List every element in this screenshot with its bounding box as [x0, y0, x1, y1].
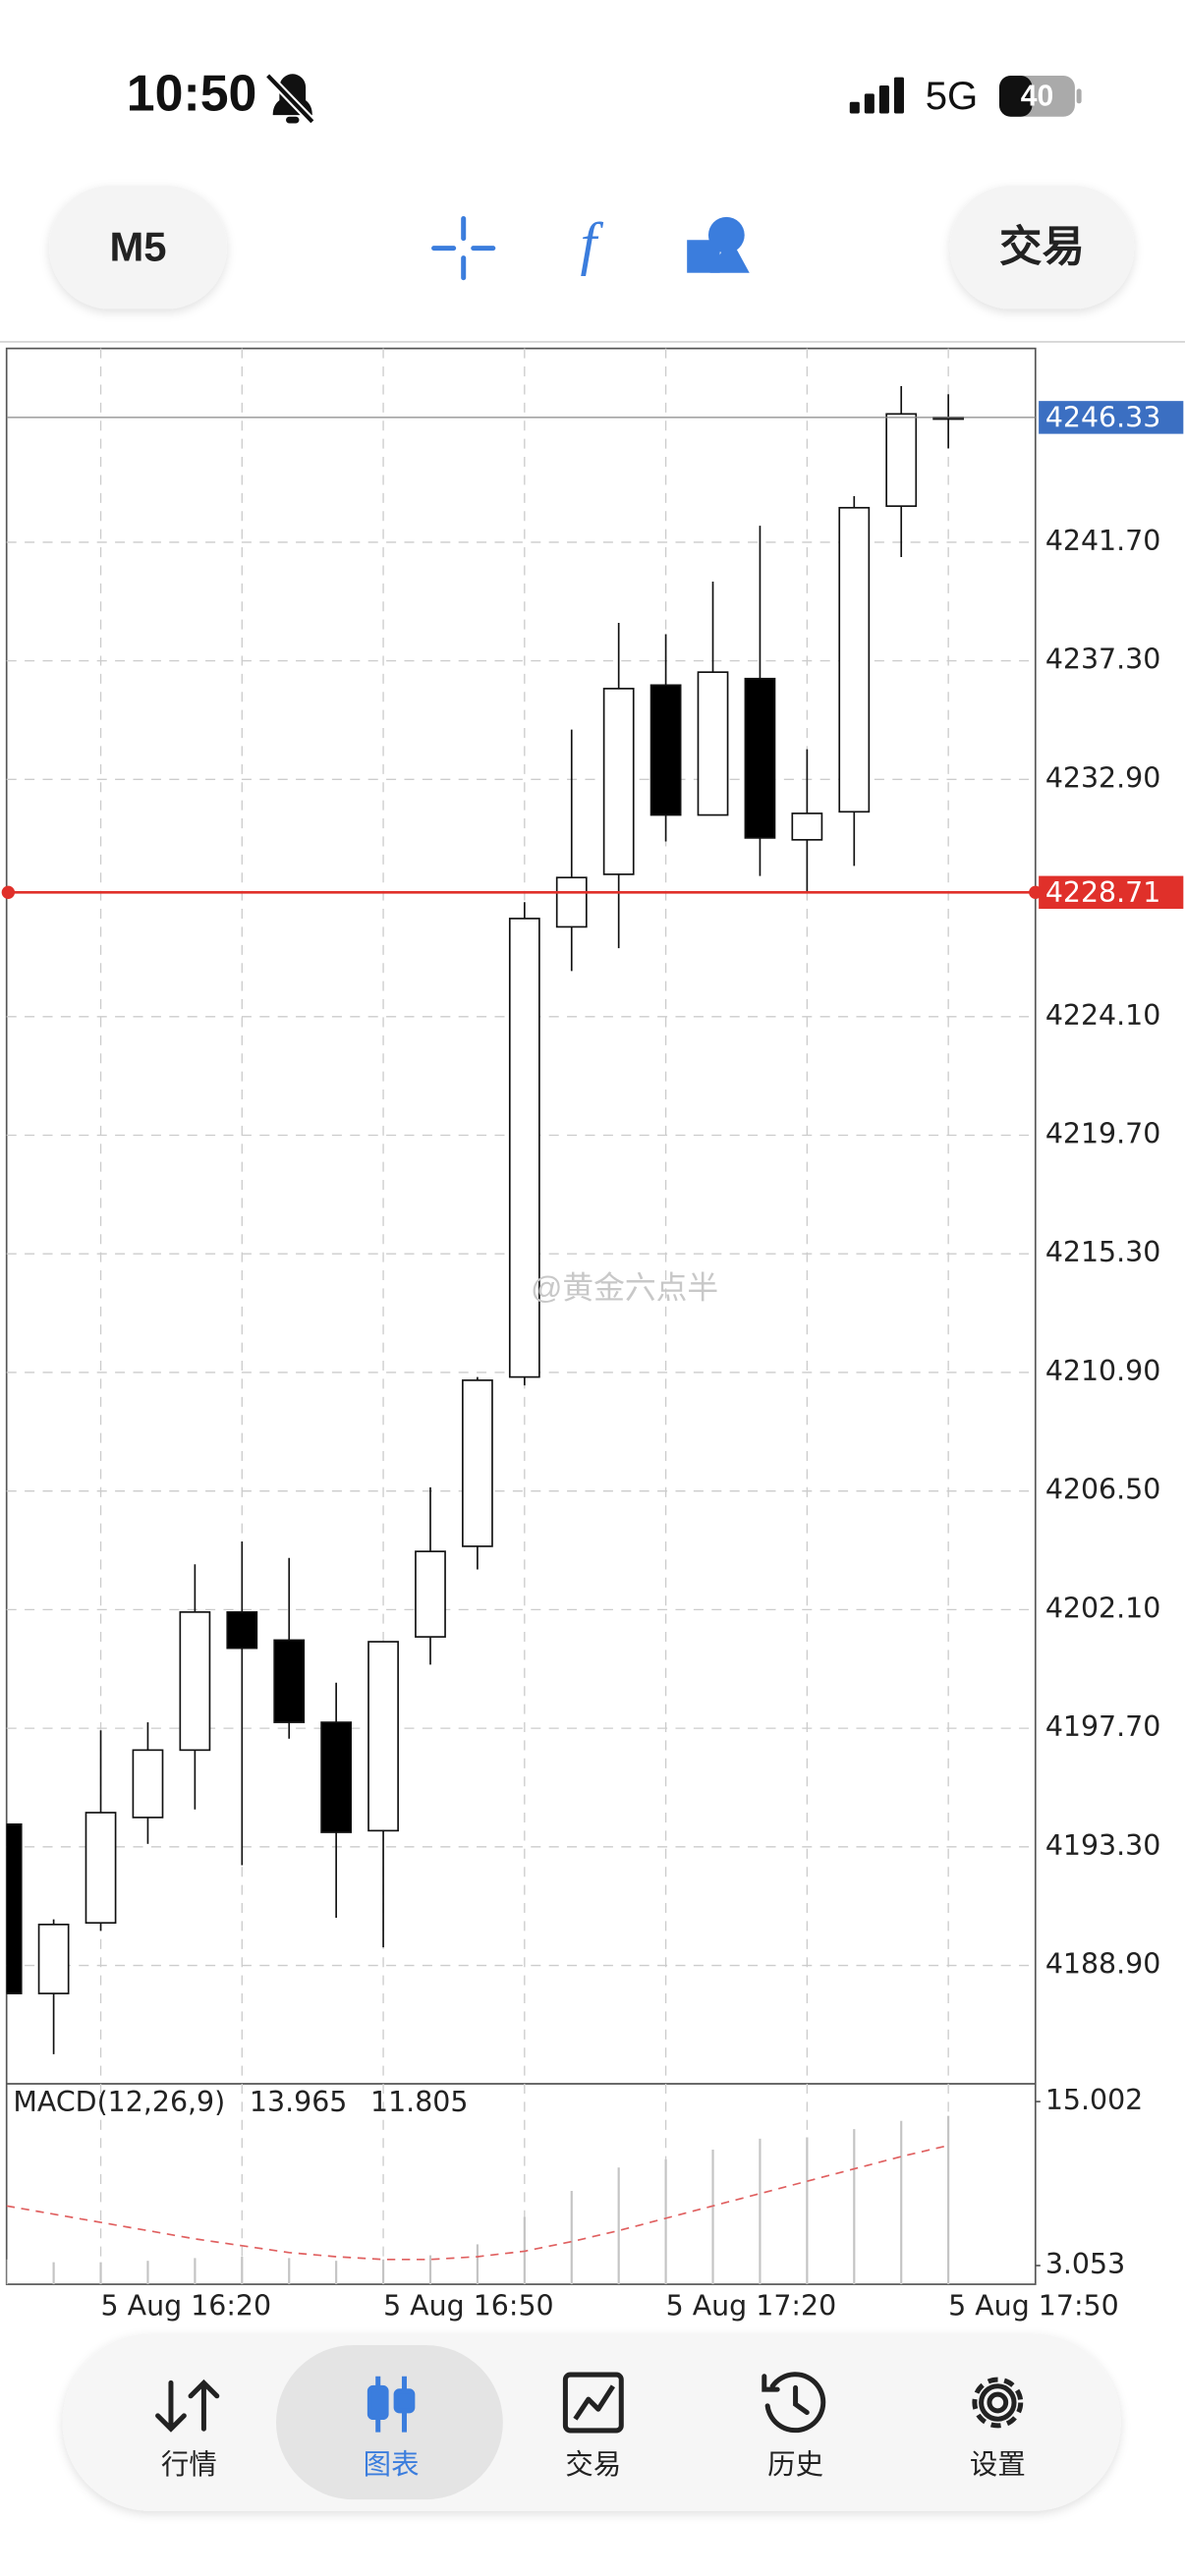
nav-active-pill: [276, 2344, 503, 2500]
y-tick-label: 4202.10: [1045, 1592, 1161, 1624]
candle-body: [885, 413, 918, 507]
crosshair-button[interactable]: [431, 215, 496, 281]
chart-icon[interactable]: [367, 2376, 416, 2433]
quotes-icon[interactable]: [155, 2379, 220, 2433]
candle-body: [462, 1379, 493, 1547]
macd-signal-line: [6, 2144, 949, 2261]
candle-body: [744, 677, 776, 839]
y-tick-label: 4210.90: [1045, 1355, 1161, 1387]
candle-body: [508, 918, 540, 1378]
price-tag-label: 4228.71: [1045, 876, 1161, 909]
candle-body: [320, 1721, 353, 1833]
candle-body: [697, 671, 729, 816]
objects-button[interactable]: [687, 216, 750, 273]
y-tick-label: 4197.70: [1045, 1710, 1161, 1743]
clock: 10:50: [127, 64, 257, 121]
y-tick-label: 4188.90: [1045, 1948, 1161, 1981]
mute-icon: [264, 73, 315, 125]
price-tag: [1039, 875, 1184, 910]
nav-label[interactable]: 图表: [364, 2449, 420, 2481]
y-tick-label: 4237.30: [1045, 644, 1161, 676]
axes: 4188.90 4193.30 4197.70 4202.10 4206.50 4210.…: [1, 401, 1184, 2322]
y-tick-label: 4206.50: [1045, 1474, 1161, 1506]
candle-body: [6, 1822, 23, 1994]
nav-label[interactable]: 交易: [565, 2449, 621, 2481]
candle-body: [415, 1550, 446, 1638]
candle-body: [132, 1749, 164, 1819]
price-tag-label: 4246.33: [1045, 402, 1161, 434]
y-tick-label: 4193.30: [1045, 1829, 1161, 1862]
network: 5G: [926, 74, 979, 118]
timeframe-button[interactable]: M5: [49, 186, 227, 309]
battery-level: 40: [1021, 81, 1053, 113]
y-tick-label: 4219.70: [1045, 1118, 1161, 1150]
x-tick-label: 5 Aug 17:50: [948, 2289, 1119, 2322]
candle-body: [179, 1611, 211, 1752]
macd-plot: [6, 2115, 950, 2285]
candle-body: [85, 1812, 117, 1925]
indicator-button[interactable]: f: [580, 211, 603, 277]
macd-value: 13.965: [250, 2086, 347, 2118]
trade-label: 交易: [999, 224, 1085, 271]
y-tick-label: 4224.10: [1045, 999, 1161, 1032]
price-tag: [1039, 401, 1184, 434]
plot: [6, 386, 1036, 2054]
nav-bar: [62, 2333, 1121, 2511]
signal-icon: [849, 77, 904, 114]
candle-body: [273, 1639, 306, 1723]
x-tick-label: 5 Aug 16:20: [101, 2289, 272, 2322]
macd-title: MACD(12,26,9): [13, 2086, 225, 2118]
settings-icon[interactable]: [972, 2377, 1024, 2429]
candle-body: [838, 506, 871, 813]
trade-button[interactable]: 交易: [949, 186, 1135, 309]
watermark: @黄金六点半: [531, 1269, 718, 1305]
nav-label[interactable]: 行情: [161, 2449, 217, 2481]
battery-icon: 40: [998, 75, 1082, 117]
nav-label[interactable]: 设置: [970, 2449, 1026, 2481]
x-tick-label: 5 Aug 16:50: [383, 2289, 554, 2322]
price-line-dot: [1, 885, 16, 900]
y-tick-label: 15.002: [1045, 2084, 1143, 2116]
timeframe-label: M5: [109, 223, 166, 269]
chart-frame: [5, 347, 1037, 2285]
x-tick-label: 5 Aug 17:20: [666, 2289, 837, 2322]
candle-body: [791, 812, 823, 841]
candle-body: [226, 1611, 258, 1650]
candle-body: [37, 1924, 70, 1994]
candle-body: [649, 684, 682, 816]
y-tick-label: 4241.70: [1045, 525, 1161, 557]
history-icon[interactable]: [762, 2372, 826, 2434]
candle-body: [555, 876, 588, 928]
y-tick-label: 4215.30: [1045, 1236, 1161, 1268]
candle-body: [602, 688, 635, 875]
y-tick-label: 4232.90: [1045, 761, 1161, 794]
y-tick-label: 3.053: [1045, 2248, 1125, 2280]
nav-label[interactable]: 历史: [767, 2449, 823, 2481]
macd-value: 11.805: [370, 2086, 468, 2118]
candle-body: [367, 1641, 399, 1832]
trade-icon[interactable]: [562, 2372, 624, 2434]
